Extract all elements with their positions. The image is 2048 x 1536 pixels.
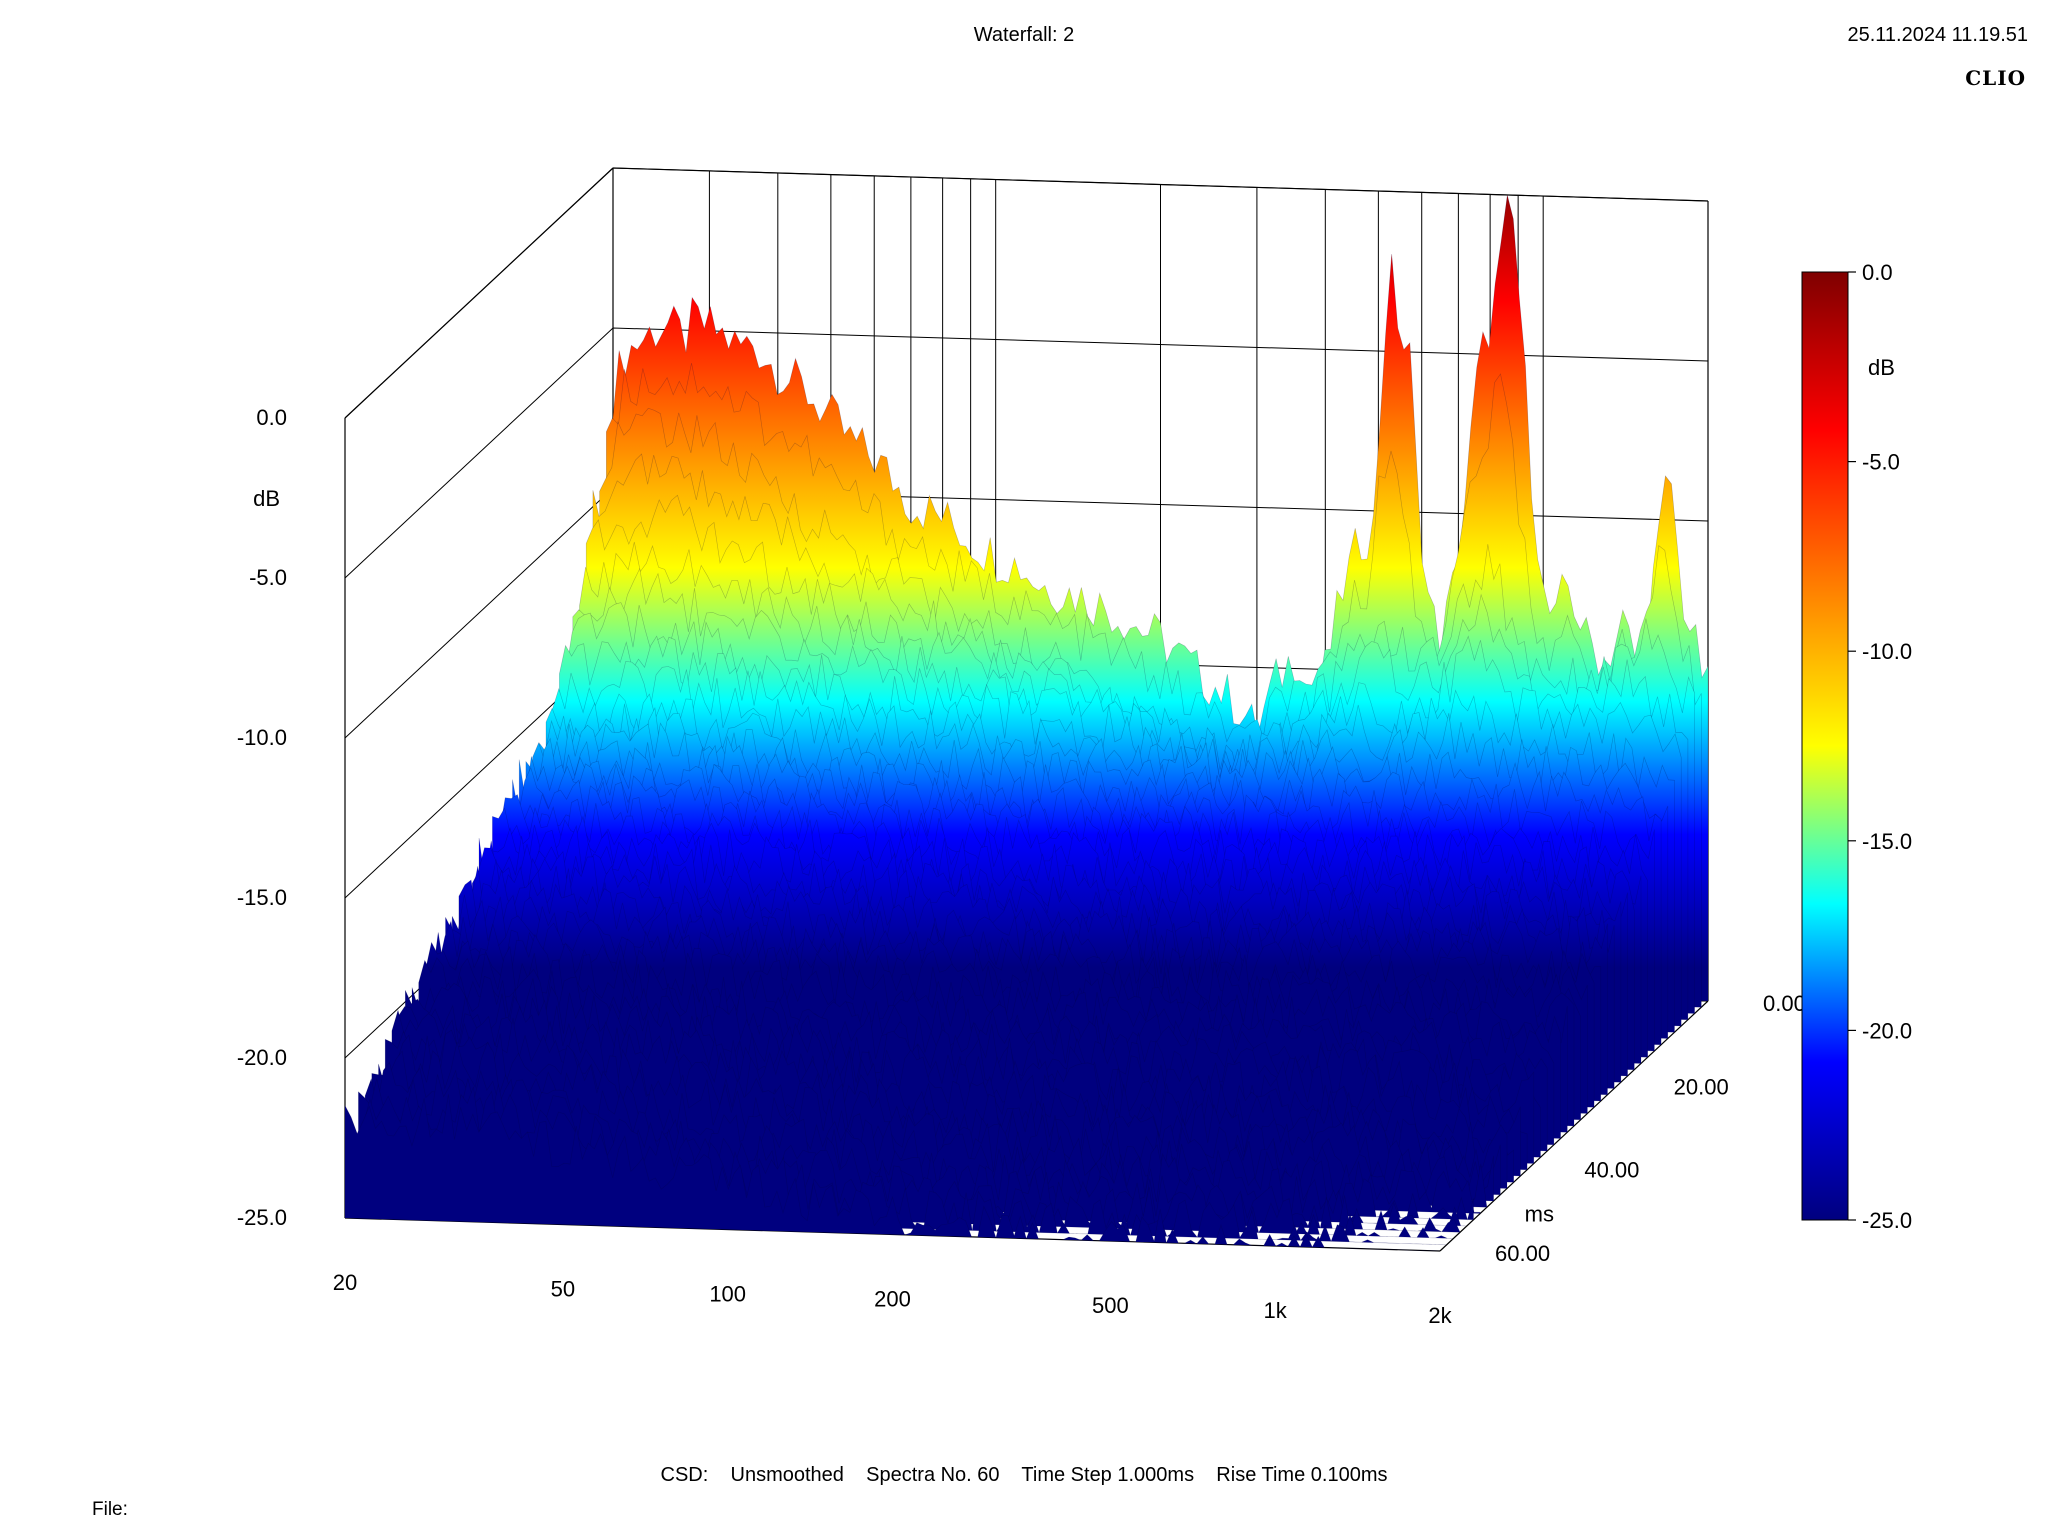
colorbar-tick-label: -15.0 bbox=[1862, 829, 1912, 854]
db-axis: 0.0 -5.0 -10.0 -15.0 -20.0 -25.0 dB bbox=[237, 405, 287, 1230]
frequency-axis: 20 50 100 200 500 1k 2k bbox=[333, 1270, 1453, 1328]
time-unit-label: ms bbox=[1525, 1201, 1554, 1226]
color-scale-bar: 0.0 -5.0 -10.0 -15.0 -20.0 -25.0 dB bbox=[1801, 260, 1912, 1233]
colorbar-tick-label: -20.0 bbox=[1862, 1018, 1912, 1043]
db-tick-label: -10.0 bbox=[237, 725, 287, 750]
time-tick-label: 60.00 bbox=[1495, 1241, 1550, 1266]
db-tick-label: -15.0 bbox=[237, 885, 287, 910]
freq-tick-label: 500 bbox=[1092, 1293, 1129, 1318]
spectrum-slice bbox=[344, 1094, 1441, 1252]
freq-tick-label: 2k bbox=[1428, 1303, 1452, 1328]
colorbar-tick-label: -5.0 bbox=[1862, 450, 1900, 475]
db-unit-label: dB bbox=[253, 486, 280, 511]
chart-title: Waterfall: 2 bbox=[973, 24, 1075, 46]
db-tick-label: -5.0 bbox=[249, 565, 287, 590]
brand-logo: CLIO bbox=[1965, 66, 2026, 90]
db-tick-label: 0.0 bbox=[256, 405, 287, 430]
db-gridline bbox=[344, 167, 1709, 419]
colorbar-tick-label: -25.0 bbox=[1862, 1208, 1912, 1233]
file-label: File: bbox=[92, 1499, 128, 1520]
freq-tick-label: 200 bbox=[874, 1287, 911, 1312]
time-tick-label: 40.00 bbox=[1584, 1158, 1639, 1183]
colorbar-unit-label: dB bbox=[1868, 355, 1895, 380]
time-tick-label: 0.00 bbox=[1763, 991, 1806, 1016]
colorbar-tick-label: 0.0 bbox=[1862, 260, 1893, 285]
db-tick-label: -25.0 bbox=[237, 1205, 287, 1230]
time-tick-label: 20.00 bbox=[1674, 1074, 1729, 1099]
csd-info: CSD: Unsmoothed Spectra No. 60 Time Step… bbox=[660, 1464, 1388, 1486]
colorbar-tick-label: -10.0 bbox=[1862, 639, 1912, 664]
time-axis: 0.00 20.00 40.00 60.00 ms bbox=[1495, 991, 1806, 1266]
waterfall-slices bbox=[344, 194, 1709, 1252]
db-gridline bbox=[344, 327, 1709, 579]
db-tick-label: -20.0 bbox=[237, 1045, 287, 1070]
freq-tick-label: 1k bbox=[1264, 1298, 1288, 1323]
freq-tick-label: 20 bbox=[333, 1270, 357, 1295]
freq-tick-label: 50 bbox=[551, 1277, 575, 1302]
color-scale-gradient bbox=[1801, 271, 1849, 1221]
timestamp: 25.11.2024 11.19.51 bbox=[1847, 24, 2028, 46]
freq-tick-label: 100 bbox=[709, 1282, 746, 1307]
